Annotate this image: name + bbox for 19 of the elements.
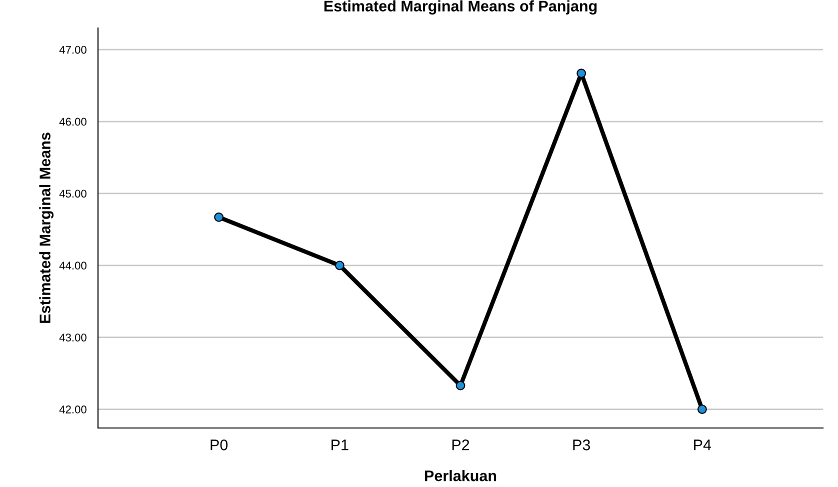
x-tick-label: P1	[332, 440, 348, 450]
x-axis-title: Perlakuan	[425, 470, 496, 482]
y-tick-label: 47.00	[59, 46, 86, 54]
chart-title: Estimated Marginal Means of Panjang	[324, 0, 597, 15]
point	[697, 404, 707, 414]
y-tick-label: 45.00	[59, 190, 86, 198]
y-tick-label: 42.00	[59, 406, 86, 414]
point	[334, 260, 344, 270]
x-tick-label: P2	[452, 440, 470, 450]
point	[576, 68, 586, 78]
y-tick-label: 44.00	[59, 262, 86, 270]
y-tick-label: 43.00	[59, 334, 86, 342]
point	[456, 380, 466, 390]
point	[214, 212, 224, 222]
y-tick-label: 46.00	[59, 118, 86, 126]
y-axis-title: Estimated Marginal Means	[39, 132, 54, 323]
x-tick-label: P0	[210, 440, 228, 450]
x-tick-label: P3	[573, 440, 590, 450]
x-tick-label: P4	[694, 440, 712, 450]
